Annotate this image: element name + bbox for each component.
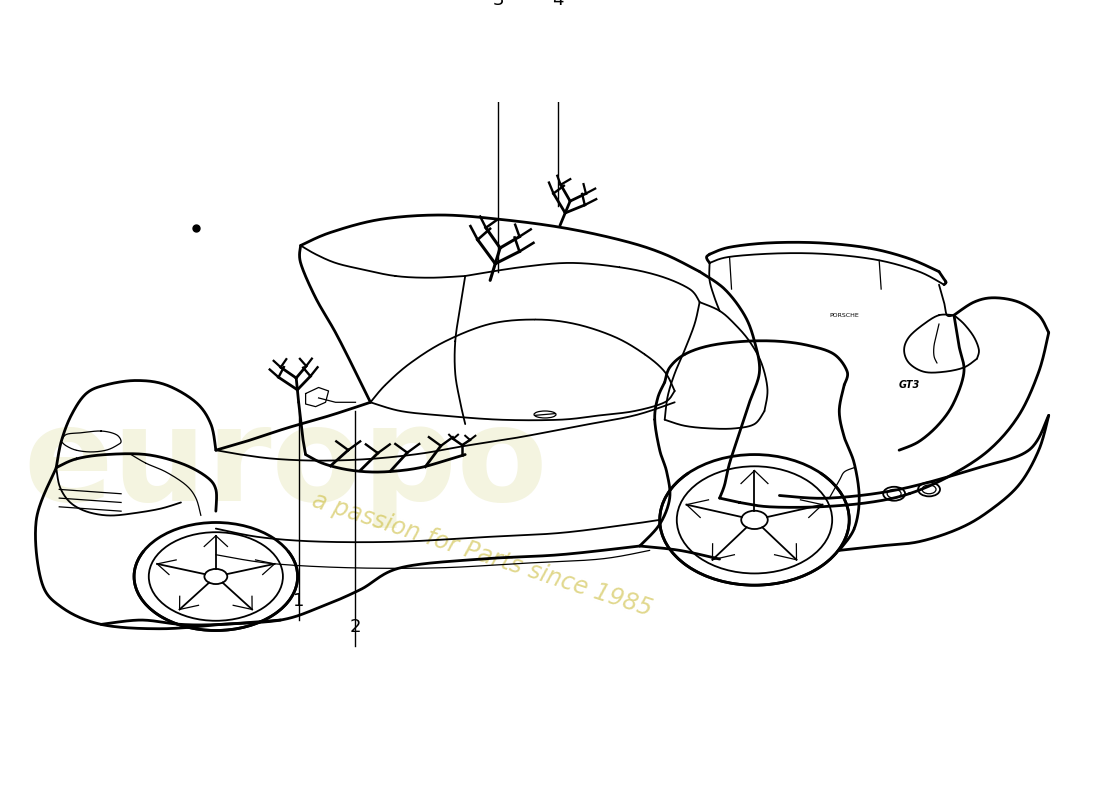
Text: 1: 1 <box>293 591 305 610</box>
Text: 3: 3 <box>493 0 504 9</box>
Text: GT3: GT3 <box>899 380 920 390</box>
Text: 2: 2 <box>350 618 361 636</box>
Polygon shape <box>306 387 329 406</box>
Text: europo: europo <box>23 401 548 528</box>
Text: a passion for Parts since 1985: a passion for Parts since 1985 <box>309 488 654 621</box>
Text: PORSCHE: PORSCHE <box>829 313 859 318</box>
Text: 4: 4 <box>552 0 563 9</box>
